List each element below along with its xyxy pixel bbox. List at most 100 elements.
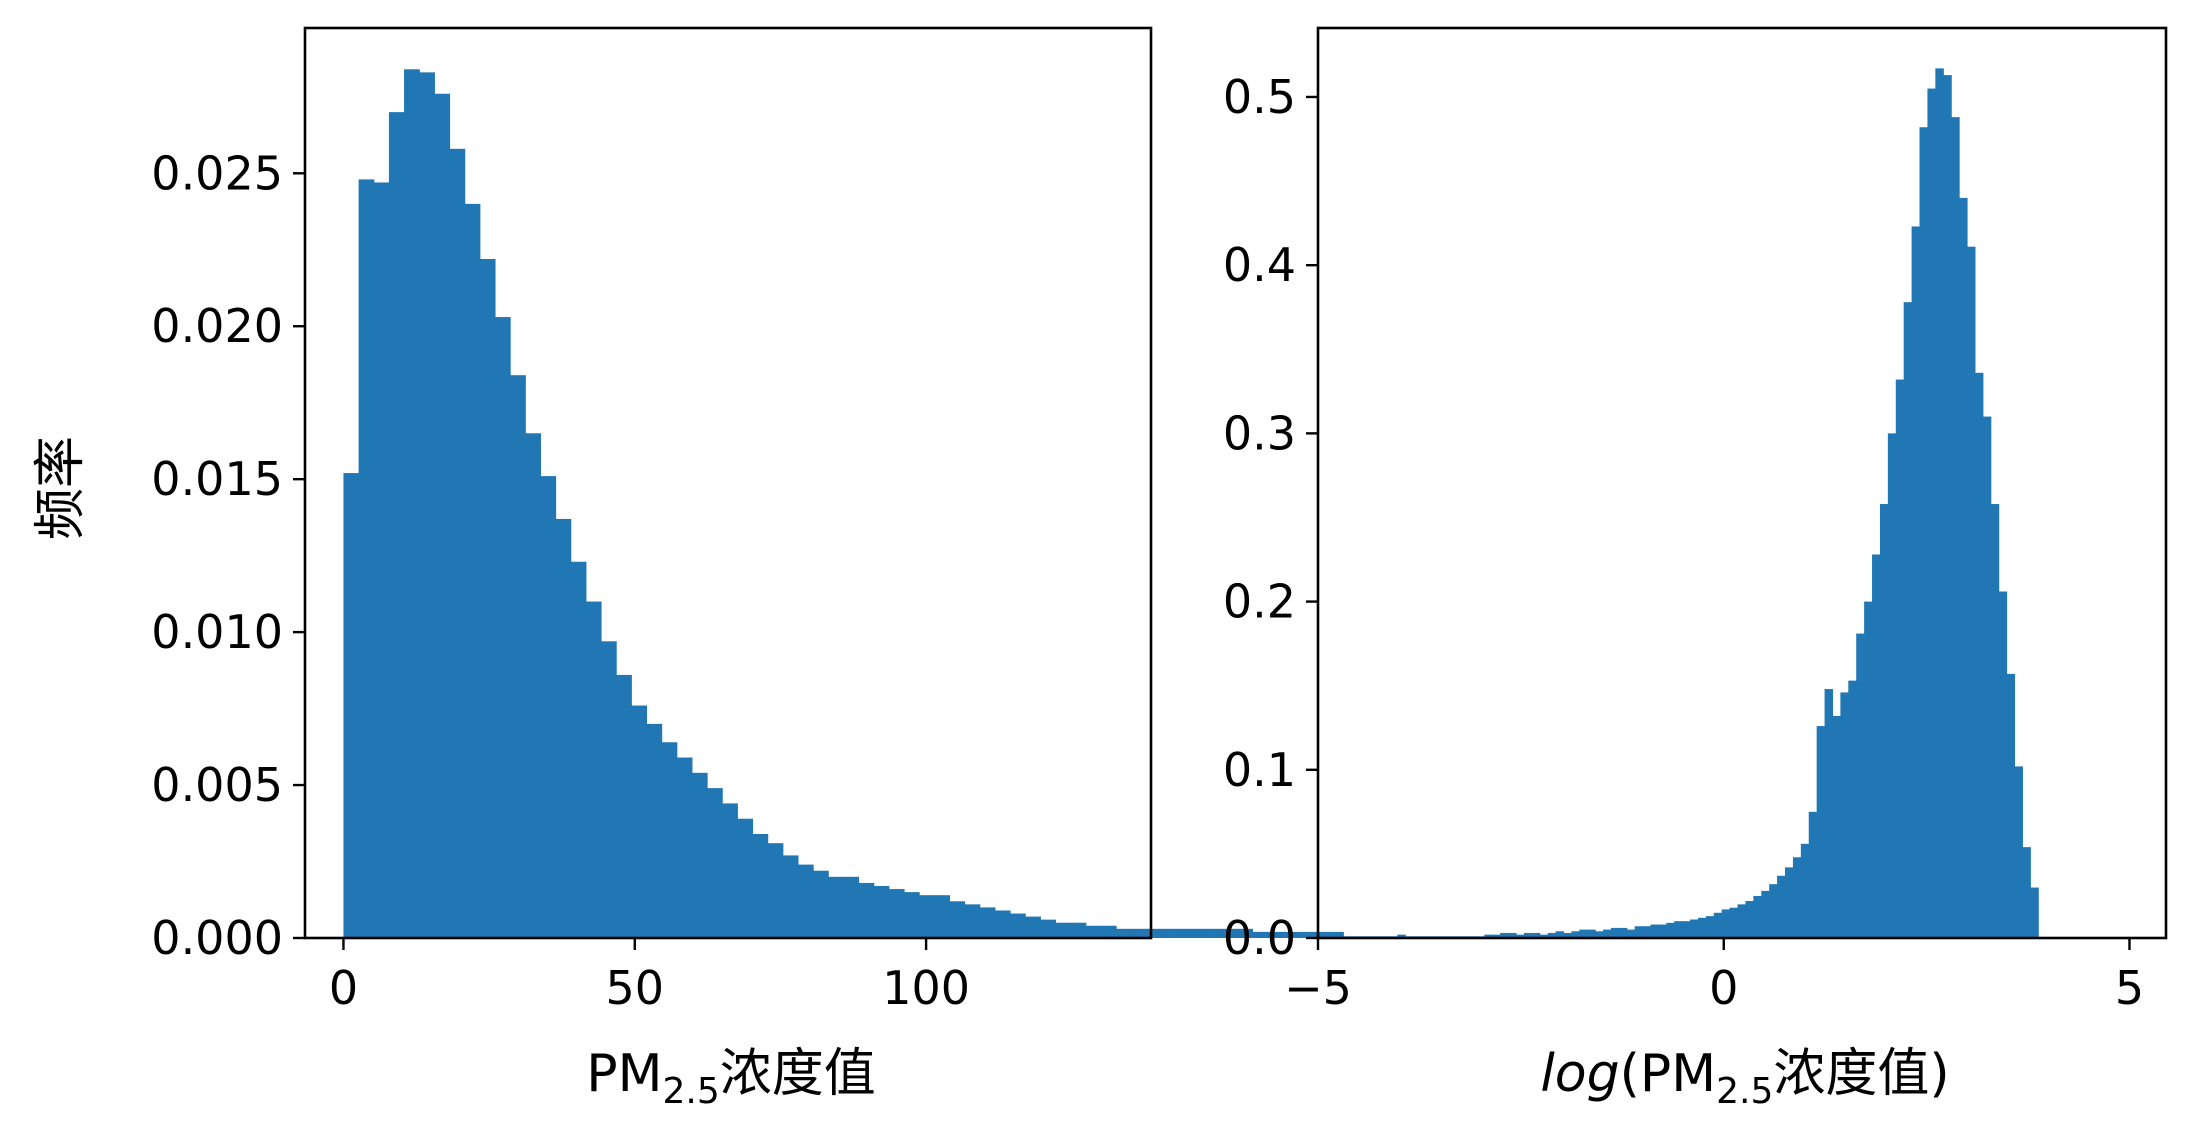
left-histogram-bar — [555, 518, 572, 938]
left-histogram-bar — [1267, 931, 1284, 938]
right-histogram-bar — [1879, 504, 1889, 938]
right-histogram-bar — [1761, 890, 1770, 938]
left-histogram-bar — [949, 901, 966, 938]
right-histogram-bar — [1864, 601, 1873, 938]
right-histogram-bar — [1832, 715, 1841, 938]
left-histogram-bar — [494, 317, 511, 938]
right-histogram-bar — [1903, 302, 1913, 938]
right-histogram-bar — [2006, 673, 2016, 938]
left-histogram-bar — [1328, 931, 1344, 938]
left-histogram-bar — [646, 723, 663, 938]
left-histogram-bar — [722, 803, 738, 938]
left-histogram-bar — [782, 855, 799, 938]
left-histogram-bar — [1040, 919, 1057, 938]
left-histogram-bar — [661, 742, 678, 938]
left-histogram-bar — [631, 705, 648, 938]
right-histogram-bar — [1729, 907, 1739, 938]
right-histogram-bar — [1951, 117, 1960, 938]
right-histogram-bar — [1966, 246, 1976, 939]
right-histogram-bar — [1895, 379, 1905, 938]
right-histogram-bar — [1856, 633, 1865, 938]
left-histogram-bar — [388, 112, 405, 939]
right-histogram-bar — [1982, 416, 1992, 938]
right-histogram-bar — [1974, 372, 1984, 938]
left-histogram-bar — [1222, 928, 1238, 938]
left-histogram-bar — [1131, 928, 1147, 938]
left-histogram-bar — [616, 674, 632, 938]
left-histogram-bar — [1282, 931, 1299, 938]
right-histogram-bar — [1721, 909, 1731, 938]
left-histogram-bar — [994, 910, 1011, 938]
left-axes-frame — [303, 26, 1153, 940]
right-bars — [1326, 68, 2039, 939]
right-histogram-bar — [1840, 692, 1849, 938]
left-x-tick-label: 100 — [882, 961, 970, 1015]
left-histogram-bar — [1025, 916, 1041, 938]
right-histogram-bar — [1785, 867, 1794, 938]
right-histogram-bar — [2022, 847, 2031, 938]
left-histogram-bar — [570, 561, 587, 938]
right-histogram-bar — [2030, 887, 2039, 938]
left-histogram-bar — [1252, 931, 1269, 938]
right-histogram-bar — [1603, 929, 1612, 938]
left-histogram-bar — [1010, 913, 1026, 938]
right-histogram-bar — [1595, 931, 1604, 938]
left-histogram-bar — [888, 889, 905, 938]
right-histogram-bar — [1887, 433, 1897, 938]
histogram-left: 0 50 100 0.000 0.005 0.010 0.015 0.020 0.025 PM… — [31, 26, 1344, 1112]
left-x-axis-label: PM2.5浓度值 — [586, 1044, 876, 1112]
right-histogram-bar — [1508, 932, 1517, 938]
right-histogram-bar — [1943, 75, 1952, 939]
right-histogram-bar — [1500, 932, 1509, 938]
left-histogram-bar — [919, 895, 935, 938]
right-histogram-bar — [1990, 504, 2000, 938]
left-histogram-bar — [767, 843, 784, 938]
left-histogram-bar — [964, 904, 981, 938]
right-histogram-bar — [1531, 932, 1541, 938]
left-histogram-bar — [1312, 931, 1329, 938]
right-y-tick-label: 0.5 — [1223, 70, 1296, 124]
right-histogram-bar — [1539, 934, 1549, 938]
right-histogram-bar — [1674, 921, 1683, 938]
right-histogram-bar — [1919, 127, 1929, 939]
right-histogram-bar — [1792, 857, 1802, 938]
left-histogram-bar — [479, 258, 496, 938]
left-histogram-bar — [737, 818, 754, 938]
left-histogram-bar — [1055, 922, 1072, 938]
right-histogram-bar — [1737, 904, 1747, 938]
left-histogram-bar — [585, 601, 602, 938]
right-y-ticks: 0.0 0.1 0.2 0.3 0.4 0.5 — [1223, 70, 1318, 965]
left-histogram-bar — [1191, 928, 1208, 938]
right-x-tick-label: −5 — [1284, 961, 1352, 1015]
right-histogram-bar — [1618, 927, 1628, 938]
left-histogram-bar — [419, 72, 435, 939]
left-y-axis-label: 频率 — [31, 436, 91, 540]
left-bars — [343, 69, 1344, 939]
left-histogram-bar — [1116, 928, 1132, 938]
right-histogram-bar — [1872, 554, 1881, 938]
right-histogram-bar — [1848, 680, 1857, 938]
right-x-tick-label: 0 — [1709, 961, 1738, 1015]
right-histogram-bar — [1397, 934, 1406, 938]
right-histogram-bar — [1959, 197, 1968, 938]
right-histogram-bar — [1658, 924, 1667, 938]
left-histogram-bar — [1085, 925, 1102, 938]
right-histogram-bar — [1745, 900, 1754, 938]
left-histogram-bar — [1161, 928, 1178, 938]
right-histogram-bar — [1808, 811, 1818, 938]
right-histogram-bar — [1682, 921, 1691, 938]
left-histogram-bar — [843, 876, 860, 938]
left-histogram-bar — [1206, 928, 1223, 938]
right-y-tick-label: 0.0 — [1223, 911, 1296, 965]
right-histogram-bar — [1690, 919, 1699, 938]
histogram-right: −5 0 5 0.0 0.1 0.2 0.3 0.4 0.5 log(PM2.5浓度值) — [1223, 26, 2168, 1112]
left-y-tick-label: 0.020 — [151, 299, 283, 353]
left-y-tick-label: 0.025 — [151, 146, 283, 200]
left-histogram-bar — [600, 641, 617, 938]
left-y-tick-label: 0.000 — [151, 911, 283, 965]
right-x-tick-label: 5 — [2115, 961, 2144, 1015]
right-x-axis-label: log(PM2.5浓度值) — [1540, 1044, 1949, 1112]
right-histogram-bar — [1571, 931, 1580, 938]
left-y-tick-label: 0.010 — [151, 605, 283, 659]
